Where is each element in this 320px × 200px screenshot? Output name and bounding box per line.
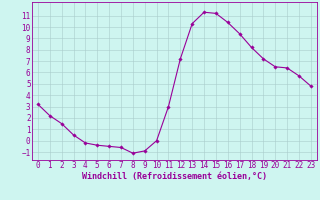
- X-axis label: Windchill (Refroidissement éolien,°C): Windchill (Refroidissement éolien,°C): [82, 172, 267, 181]
